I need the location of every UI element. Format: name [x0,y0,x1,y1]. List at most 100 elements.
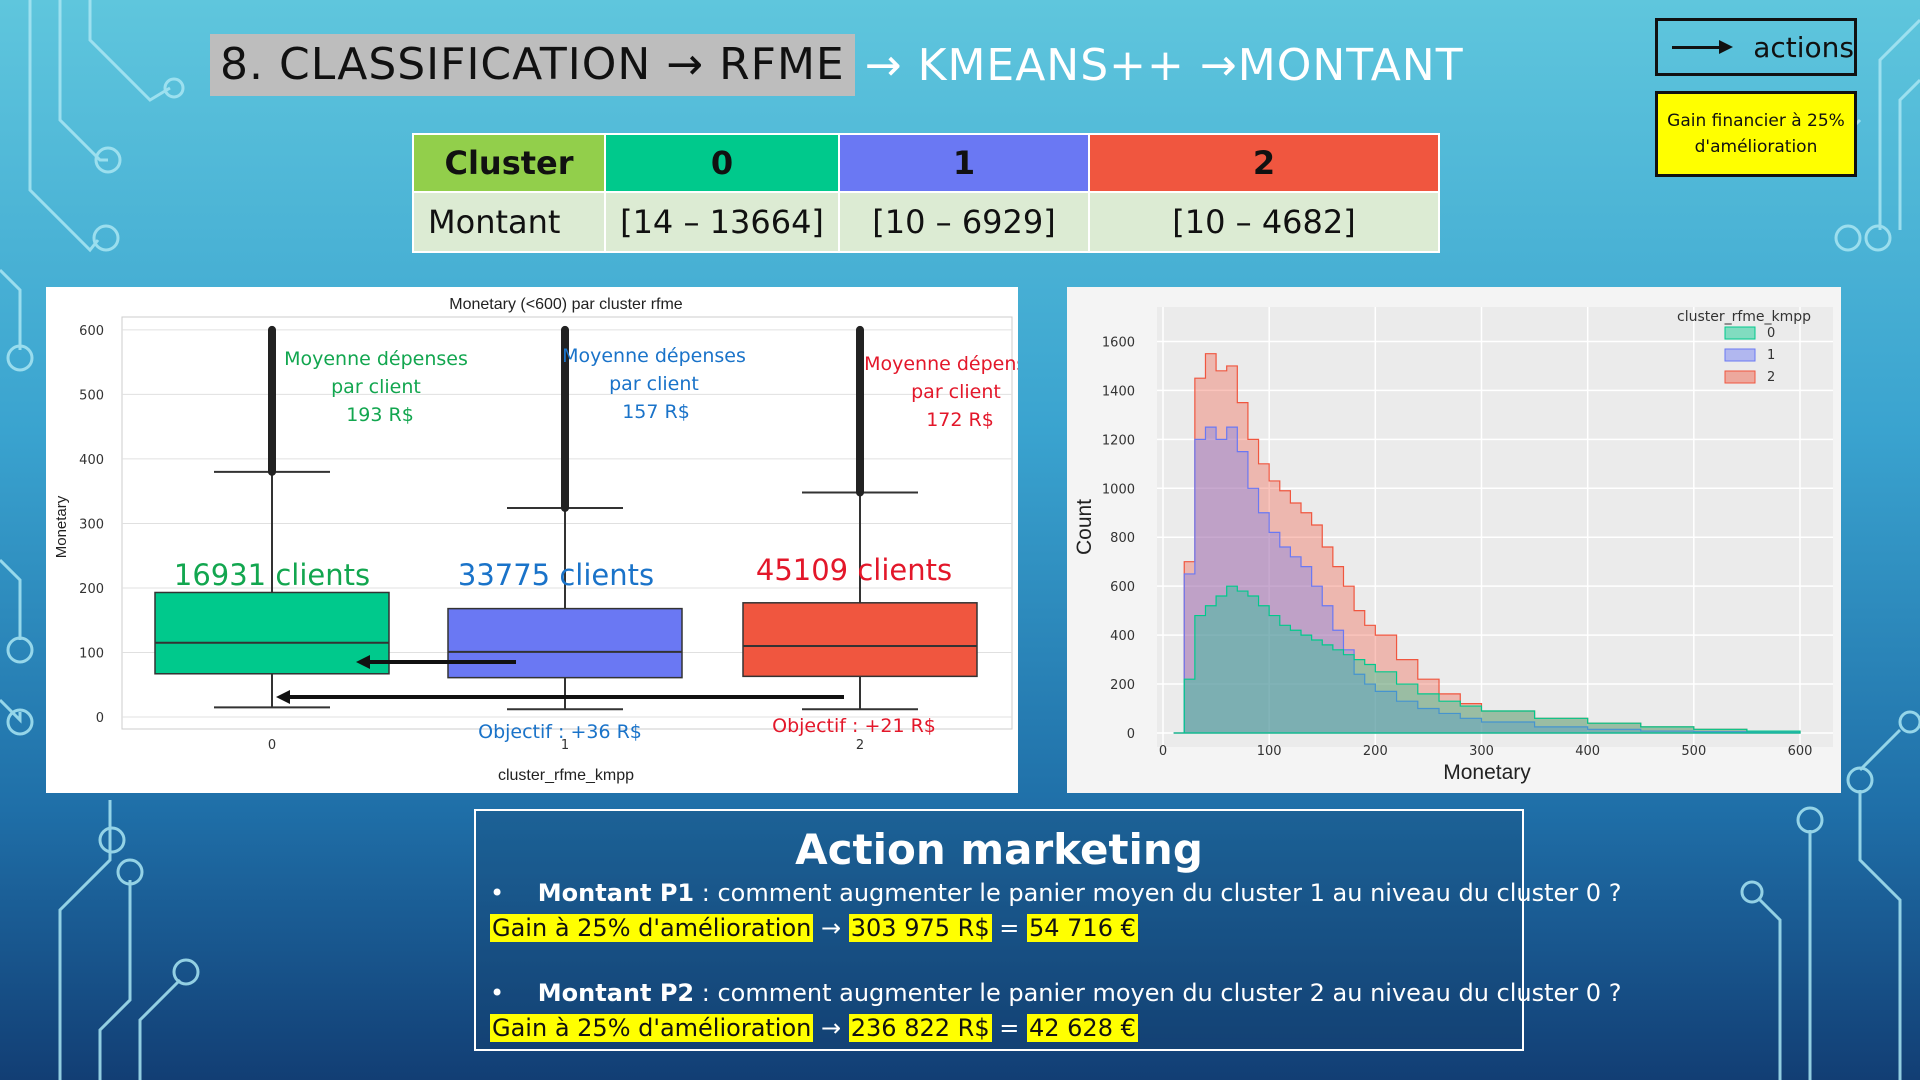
hist-ytick: 1600 [1102,335,1135,350]
row-label-montant: Montant [412,191,606,253]
bp-ytick: 400 [79,453,104,468]
action-marketing-box: Action marketing • Montant P1 : comment … [474,809,1621,1051]
count-cluster-0: 16931 clients [174,558,370,592]
page-title: 8. CLASSIFICATION → RFME → KMEANS++ →MON… [210,34,1464,96]
annot-0-line1: Moyenne dépenses [284,348,468,370]
hist-legend-label: 0 [1767,326,1775,341]
bp-ytick: 300 [79,517,104,532]
hist-ytick: 600 [1110,580,1135,595]
hist-xtick: 400 [1575,744,1600,759]
hist-ytick: 1200 [1102,433,1135,448]
hist-ytick: 800 [1110,531,1135,546]
equals-sign: = [999,914,1020,942]
bp-ytick: 0 [96,711,104,726]
bullet-icon: • [490,879,505,907]
hist-xtick: 500 [1681,744,1706,759]
hist-ytick: 200 [1110,678,1135,693]
annot-2-line1: Moyenne dépenses [864,353,1018,375]
p2-gain-rs: 236 822 R$ [848,1014,992,1042]
hist-xlabel: Monetary [1443,761,1531,784]
bp-box-cluster-1 [447,607,683,679]
count-cluster-2: 45109 clients [756,553,952,587]
hist-ytick: 1400 [1102,384,1135,399]
equals-sign: = [999,1014,1020,1042]
header-cluster: Cluster [412,133,606,193]
header-cluster-0: 0 [604,133,840,193]
p1-gain-rs: 303 975 R$ [848,914,992,942]
hist-legend-label: 2 [1767,370,1775,385]
bp-box-cluster-2 [742,602,978,678]
action-arrowhead-1 [356,655,370,669]
hist-legend-swatch [1724,348,1756,362]
annot-2-line2: par client [911,381,1001,403]
title-part2: → KMEANS++ →MONTANT [864,39,1464,91]
hist-xtick: 100 [1257,744,1282,759]
arrow-right-icon: → [821,1014,842,1042]
annot-0-line3: 193 R$ [346,404,414,426]
count-cluster-1: 33775 clients [458,558,654,592]
action-marketing-title: Action marketing [795,825,1203,874]
hist-xtick: 200 [1363,744,1388,759]
bp-box-cluster-0 [154,591,390,675]
annot-1-line1: Moyenne dépenses [562,345,746,367]
p1-label: Montant P1 [537,879,695,907]
boxplot-title: Monetary (<600) par cluster rfme [449,296,683,313]
action-arrowhead-2 [276,690,290,704]
table-row: Montant [14 – 13664] [10 – 6929] [10 – 4… [412,191,1440,253]
hist-xtick: 300 [1469,744,1494,759]
bullet-icon: • [490,979,505,1007]
bp-ytick: 500 [79,388,104,403]
hist-series-0 [1173,585,1801,734]
boxplot-xlabel: cluster_rfme_kmpp [498,767,634,784]
boxplot-card: Monetary (<600) par cluster rfme 0 100 200… [46,287,1048,793]
header-cluster-2: 2 [1088,133,1440,193]
p1-gain-eur: 54 716 € [1026,914,1138,942]
bp-xtick: 0 [268,738,276,753]
hist-ytick: 0 [1127,727,1135,742]
legend-actions: actions [1655,18,1857,76]
bp-ytick: 200 [79,582,104,597]
bp-ytick: 100 [79,646,104,661]
title-part1: 8. CLASSIFICATION → RFME [210,34,855,96]
p2-text: : comment augmenter le panier moyen du c… [694,979,1622,1007]
objective-cluster-1: Objectif : +36 R$ [478,721,642,743]
hist-legend-label: 1 [1767,348,1775,363]
hist-series-1 [1173,426,1801,734]
hist-xtick: 600 [1788,744,1813,759]
legend-gain: Gain financier à 25% d'amélioration [1655,91,1857,177]
action-p1-question: • Montant P1 : comment augmenter le pani… [490,879,1621,907]
bp-ytick: 600 [79,324,104,339]
histogram-card: 0 200 400 600 800 1000 1200 1400 1600 0 100 200 300 4… [1067,287,1841,793]
arrow-right-icon: → [821,914,842,942]
hist-ylabel: Count [1073,499,1096,555]
p2-gain-label: Gain à 25% d'amélioration [490,1014,814,1042]
hist-legend-swatch [1724,370,1756,384]
annot-1-line2: par client [609,373,699,395]
arrow-right-icon [1672,39,1734,54]
boxplot-ylabel: Monetary [53,495,70,558]
action-p1-gain: Gain à 25% d'amélioration → 303 975 R$ =… [490,914,1138,942]
header-cluster-1: 1 [838,133,1090,193]
hist-ytick: 1000 [1102,482,1135,497]
bp-xtick: 2 [856,738,864,753]
p2-label: Montant P2 [537,979,695,1007]
hist-legend: cluster_rfme_kmpp 0 1 2 [1677,309,1811,385]
p1-gain-label: Gain à 25% d'amélioration [490,914,814,942]
annot-1-line3: 157 R$ [622,401,690,423]
cluster-table: Cluster 0 1 2 Montant [14 – 13664] [10 –… [412,133,1440,253]
hist-ytick: 400 [1110,629,1135,644]
action-p2-gain: Gain à 25% d'amélioration → 236 822 R$ =… [490,1014,1138,1042]
hist-legend-title: cluster_rfme_kmpp [1677,309,1811,325]
legend-actions-label: actions [1753,30,1854,64]
p1-text: : comment augmenter le panier moyen du c… [694,879,1622,907]
hist-xtick: 0 [1159,744,1167,759]
cell-montant-0: [14 – 13664] [604,191,840,253]
table-header-row: Cluster 0 1 2 [412,133,1440,193]
action-p2-question: • Montant P2 : comment augmenter le pani… [490,979,1621,1007]
annot-2-line3: 172 R$ [926,409,994,431]
hist-legend-swatch [1724,326,1756,340]
annot-0-line2: par client [331,376,421,398]
cell-montant-2: [10 – 4682] [1088,191,1440,253]
p2-gain-eur: 42 628 € [1026,1014,1138,1042]
